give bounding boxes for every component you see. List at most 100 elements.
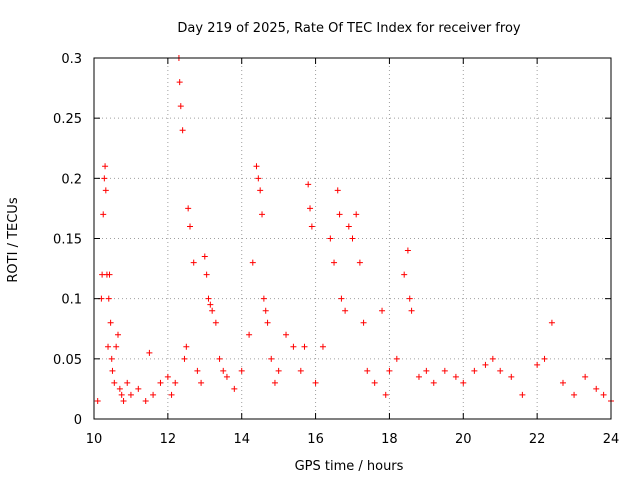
data-point bbox=[246, 331, 253, 338]
data-point bbox=[534, 361, 541, 368]
data-point bbox=[342, 307, 349, 314]
y-axis-title: ROTI / TECUs bbox=[6, 197, 21, 282]
data-point bbox=[102, 187, 109, 194]
data-point bbox=[146, 349, 153, 356]
data-point bbox=[124, 379, 131, 386]
data-point bbox=[249, 259, 256, 266]
data-point bbox=[334, 187, 341, 194]
data-point bbox=[452, 373, 459, 380]
data-point bbox=[264, 319, 271, 326]
x-tick-labels: 10 12 14 16 18 20 22 24 bbox=[86, 432, 620, 447]
data-point bbox=[559, 379, 566, 386]
data-point bbox=[102, 163, 109, 170]
x-tick-label: 12 bbox=[160, 432, 177, 447]
data-point bbox=[203, 271, 210, 278]
chart-title: Day 219 of 2025, Rate Of TEC Index for r… bbox=[177, 21, 521, 36]
y-tick-label: 0.05 bbox=[53, 353, 82, 368]
data-point bbox=[176, 79, 183, 86]
y-tick-label: 0 bbox=[74, 413, 82, 428]
data-point bbox=[360, 319, 367, 326]
data-point bbox=[312, 379, 319, 386]
data-point bbox=[471, 367, 478, 374]
data-point bbox=[198, 379, 205, 386]
x-tick-label: 22 bbox=[529, 432, 546, 447]
data-point bbox=[260, 295, 267, 302]
data-point bbox=[164, 373, 171, 380]
data-point bbox=[408, 307, 415, 314]
data-point bbox=[231, 385, 238, 392]
data-point bbox=[209, 307, 216, 314]
data-point bbox=[142, 397, 149, 404]
data-point bbox=[290, 343, 297, 350]
data-point bbox=[508, 373, 515, 380]
y-tick-label: 0.15 bbox=[53, 233, 82, 248]
data-point bbox=[183, 343, 190, 350]
data-point bbox=[120, 397, 127, 404]
data-point bbox=[497, 367, 504, 374]
data-point bbox=[238, 367, 245, 374]
data-point bbox=[349, 235, 356, 242]
data-point bbox=[106, 271, 113, 278]
data-point bbox=[205, 295, 212, 302]
data-point bbox=[382, 391, 389, 398]
data-point bbox=[181, 355, 188, 362]
data-point bbox=[113, 343, 120, 350]
data-point bbox=[307, 205, 314, 212]
data-point bbox=[185, 205, 192, 212]
data-point bbox=[201, 253, 208, 260]
data-point bbox=[305, 181, 312, 188]
data-point bbox=[108, 355, 115, 362]
data-point bbox=[109, 367, 116, 374]
axis-ticks bbox=[93, 57, 612, 420]
x-tick-label: 24 bbox=[603, 432, 620, 447]
data-point bbox=[100, 211, 107, 218]
data-point bbox=[135, 385, 142, 392]
data-point bbox=[404, 247, 411, 254]
data-point bbox=[353, 211, 360, 218]
y-tick-label: 0.3 bbox=[61, 52, 82, 67]
data-point bbox=[107, 319, 114, 326]
data-point bbox=[105, 343, 112, 350]
data-point bbox=[111, 379, 118, 386]
data-point bbox=[336, 211, 343, 218]
data-point bbox=[489, 355, 496, 362]
data-point bbox=[441, 367, 448, 374]
data-point bbox=[168, 391, 175, 398]
data-point bbox=[172, 379, 179, 386]
data-point bbox=[223, 373, 230, 380]
data-point bbox=[401, 271, 408, 278]
data-point bbox=[262, 307, 269, 314]
data-points bbox=[94, 55, 614, 404]
data-point bbox=[582, 373, 589, 380]
data-point bbox=[338, 295, 345, 302]
data-point bbox=[179, 127, 186, 134]
data-point bbox=[150, 391, 157, 398]
data-point bbox=[379, 307, 386, 314]
data-point bbox=[406, 295, 413, 302]
data-point bbox=[548, 319, 555, 326]
x-tick-label: 14 bbox=[233, 432, 250, 447]
data-point bbox=[187, 223, 194, 230]
data-point bbox=[157, 379, 164, 386]
data-point bbox=[600, 391, 607, 398]
data-point bbox=[177, 103, 184, 110]
y-tick-label: 0.25 bbox=[53, 112, 82, 127]
data-point bbox=[430, 379, 437, 386]
data-point bbox=[345, 223, 352, 230]
data-point bbox=[356, 259, 363, 266]
data-point bbox=[308, 223, 315, 230]
data-point bbox=[364, 367, 371, 374]
data-point bbox=[94, 397, 101, 404]
data-point bbox=[331, 259, 338, 266]
data-point bbox=[482, 361, 489, 368]
data-point bbox=[268, 355, 275, 362]
data-point bbox=[297, 367, 304, 374]
data-point bbox=[301, 343, 308, 350]
x-tick-label: 10 bbox=[86, 432, 103, 447]
data-point bbox=[423, 367, 430, 374]
data-point bbox=[541, 355, 548, 362]
data-point bbox=[105, 295, 112, 302]
data-point bbox=[207, 301, 214, 308]
data-point bbox=[255, 175, 262, 182]
